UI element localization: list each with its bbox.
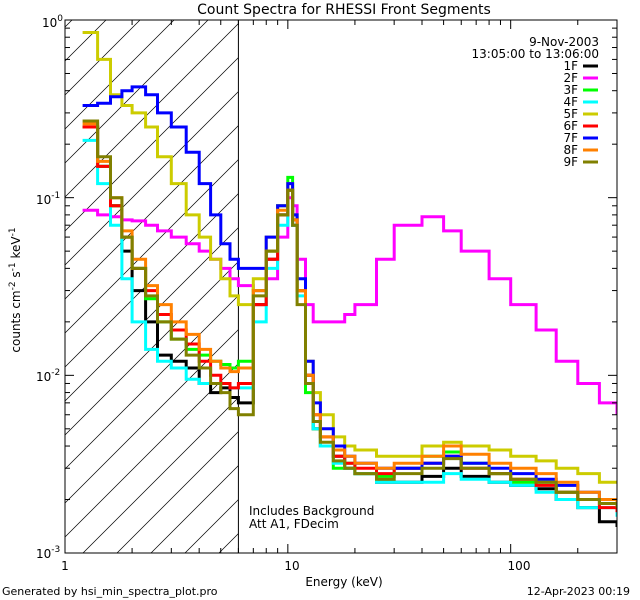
hatch-line <box>355 0 640 553</box>
y-tick-label-1e-1: 10-1 <box>36 191 60 207</box>
annotation-background: Includes Background <box>249 504 374 518</box>
y-axis-title: counts cm-2 s-1 keV-1 <box>8 227 23 352</box>
hatch-line <box>116 431 239 553</box>
hatch-line <box>65 23 239 198</box>
hatch-line <box>287 0 640 553</box>
x-tick-label-1: 1 <box>61 559 69 573</box>
series-line-9F <box>82 119 617 508</box>
series-layer <box>82 31 617 527</box>
x-axis-title: Energy (keV) <box>305 575 382 589</box>
legend-label-2F: 2F <box>563 71 578 85</box>
series-line-7F <box>82 85 617 504</box>
series-line-5F <box>82 31 617 484</box>
legend-label-3F: 3F <box>563 83 578 97</box>
legend-label-5F: 5F <box>563 107 578 121</box>
legend-label-7F: 7F <box>563 131 578 145</box>
hatch-line <box>65 363 239 538</box>
hatch-line <box>65 91 239 266</box>
series-line-2F <box>82 196 617 415</box>
legend-label-6F: 6F <box>563 119 578 133</box>
hatch-line <box>321 0 640 553</box>
x-tick-label-10: 10 <box>284 559 299 573</box>
legend-label-9F: 9F <box>563 155 578 169</box>
time-range-label: 13:05:00 to 13:06:00 <box>472 47 599 61</box>
hatch-line <box>82 397 239 553</box>
hatch-line <box>65 57 239 232</box>
hatched-region <box>65 0 640 553</box>
annotation-attenuator: Att A1, FDecim <box>249 517 339 531</box>
y-tick-label-1e0: 100 <box>42 14 63 30</box>
x-tick-label-100: 100 <box>508 559 531 573</box>
axis-ticks <box>64 19 618 554</box>
footer-generated-by: Generated by hsi_min_spectra_plot.pro <box>2 585 218 598</box>
legend: 1F 2F 3F 4F 5F 6F 7F 8F 9F <box>563 59 598 169</box>
hatch-line <box>65 159 239 334</box>
legend-label-1F: 1F <box>563 59 578 73</box>
legend-label-4F: 4F <box>563 95 578 109</box>
date-label: 9-Nov-2003 <box>529 35 599 49</box>
chart-title: Count Spectra for RHESSI Front Segments <box>197 2 491 18</box>
hatch-line <box>65 20 141 96</box>
y-tick-label-1e-3: 10-3 <box>36 545 60 561</box>
series-line-8F <box>82 122 617 504</box>
plot-frame <box>64 19 618 554</box>
hatch-line <box>65 125 239 300</box>
y-tick-label-1e-2: 10-2 <box>36 368 60 384</box>
hatch-line <box>65 261 239 436</box>
hatch-line <box>65 20 175 130</box>
hatch-line <box>65 193 239 368</box>
legend-label-8F: 8F <box>563 143 578 157</box>
hatch-line <box>65 295 239 470</box>
hatch-line <box>253 0 640 553</box>
hatch-line <box>65 227 239 402</box>
footer-timestamp: 12-Apr-2023 00:19 <box>527 585 630 598</box>
hatch-line <box>65 329 239 504</box>
